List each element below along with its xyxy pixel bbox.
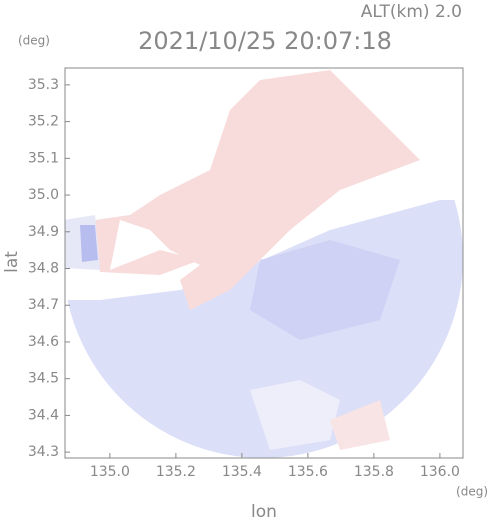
x-tick-label: 136.0 xyxy=(420,464,460,480)
x-tick-label: 135.6 xyxy=(288,464,328,480)
velocity-area xyxy=(250,240,400,340)
x-tick-label: 135.2 xyxy=(156,464,196,480)
y-tick-label: 34.8 xyxy=(28,261,59,277)
velocity-area xyxy=(80,225,98,262)
y-tick-label: 35.0 xyxy=(28,187,59,203)
y-tick-label: 35.2 xyxy=(28,114,59,130)
plot-frame xyxy=(64,67,464,459)
y-tick-label: 34.6 xyxy=(28,334,59,350)
positive-velocity xyxy=(95,70,420,310)
y-tick-label: 35.1 xyxy=(28,150,59,166)
y-axis-label: lat xyxy=(2,251,22,273)
altitude-label: ALT(km) 2.0 xyxy=(361,2,462,22)
y-tick-label: 34.7 xyxy=(28,297,59,313)
x-axis-label: lon xyxy=(251,502,277,521)
y-unit: (deg) xyxy=(18,34,50,48)
velocity-area xyxy=(250,380,340,450)
y-tick-label: 34.5 xyxy=(28,371,59,387)
y-tick-label: 34.4 xyxy=(28,407,59,423)
y-tick-label: 34.9 xyxy=(28,224,59,240)
y-tick-label: 34.3 xyxy=(28,444,59,460)
chart-title: 2021/10/25 20:07:18 xyxy=(138,27,392,55)
x-unit: (deg) xyxy=(456,485,488,499)
x-tick-label: 135.8 xyxy=(354,464,394,480)
y-tick-label: 35.3 xyxy=(28,77,59,93)
velocity-area xyxy=(330,400,390,450)
radar-field xyxy=(65,68,463,458)
x-tick-label: 135.4 xyxy=(222,464,262,480)
x-tick-label: 135.0 xyxy=(90,464,130,480)
